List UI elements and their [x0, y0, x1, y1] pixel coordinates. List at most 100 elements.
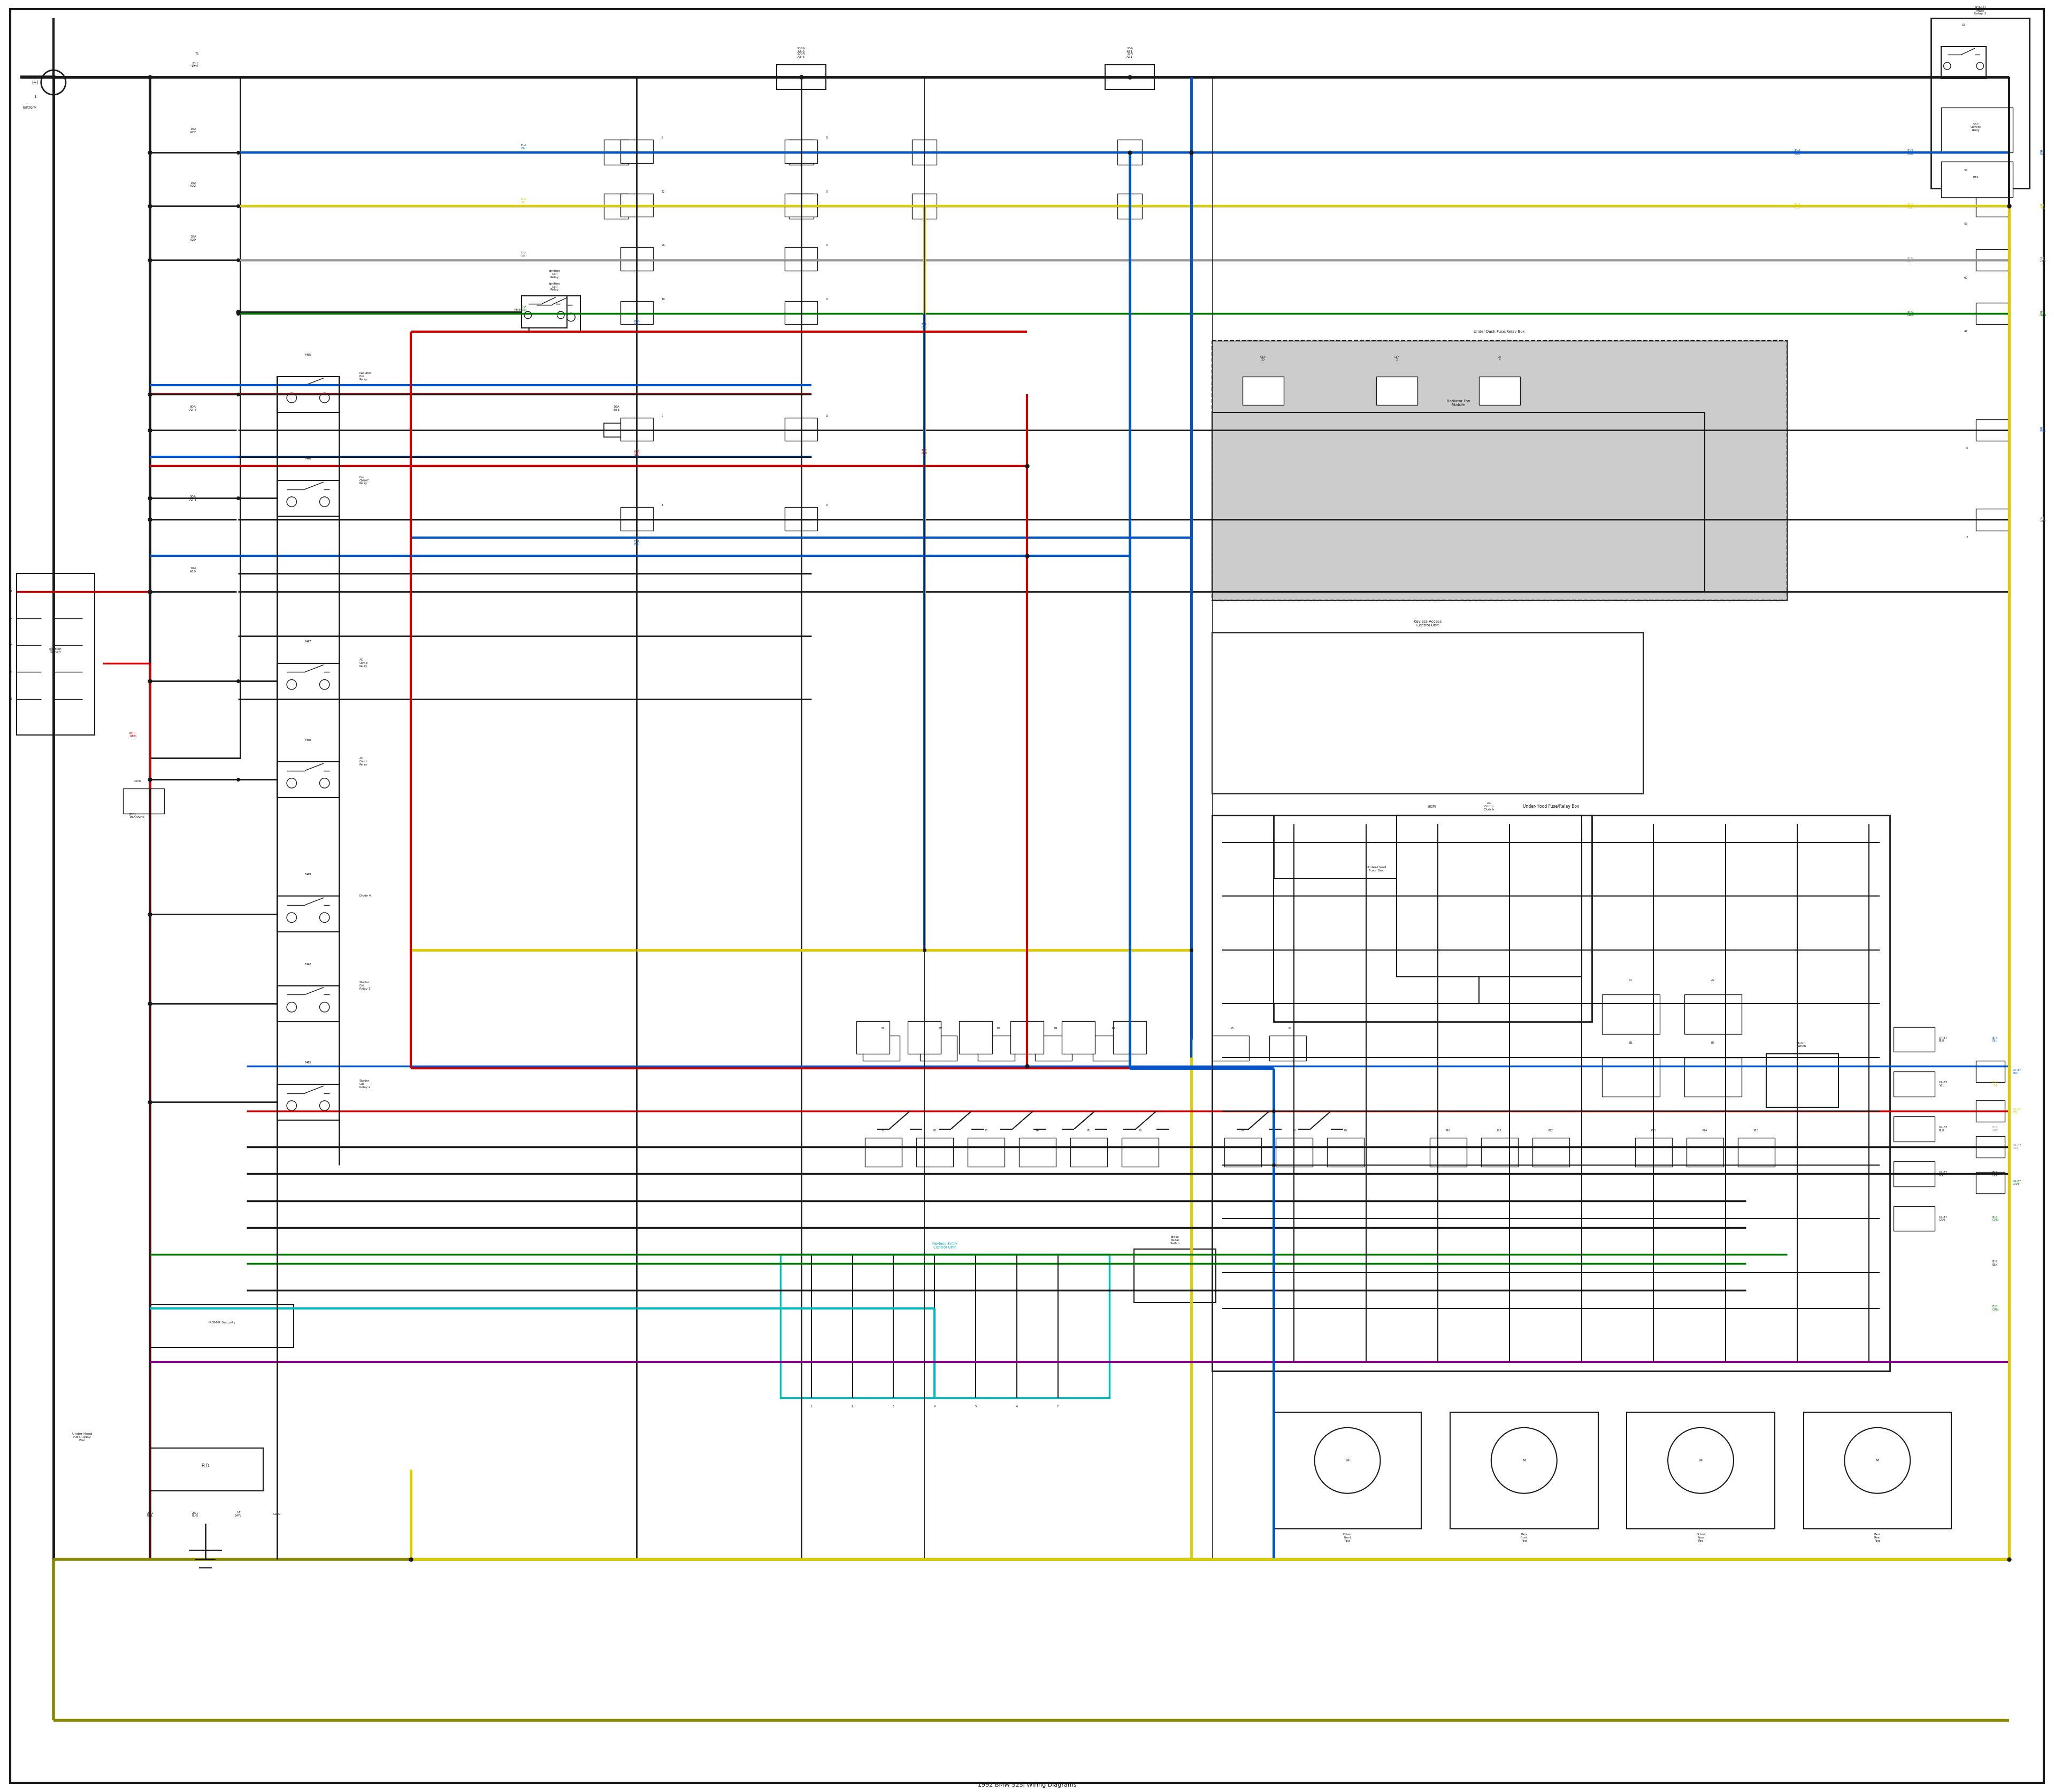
Bar — [1035, 1036, 1072, 1061]
Bar — [150, 77, 240, 758]
Text: Keyless Access
Control Unit: Keyless Access Control Unit — [1413, 620, 1442, 627]
Bar — [785, 418, 817, 441]
Text: M: M — [1345, 1459, 1349, 1462]
Bar — [785, 247, 817, 271]
Circle shape — [320, 392, 329, 403]
Bar — [959, 1021, 992, 1054]
Text: P7: P7 — [1241, 1129, 1245, 1133]
Text: P1: P1 — [881, 1129, 885, 1133]
Bar — [776, 65, 826, 90]
Circle shape — [524, 312, 532, 319]
Text: Keyless Entry
Control Unit: Keyless Entry Control Unit — [933, 1242, 957, 1249]
Bar — [1117, 140, 1142, 165]
Bar — [920, 1036, 957, 1061]
Text: IE-A
BLU: IE-A BLU — [1793, 149, 1801, 156]
Circle shape — [288, 778, 296, 788]
Text: 16A
A21: 16A A21 — [1126, 52, 1134, 59]
Text: G4-87
GRY: G4-87 GRY — [2013, 1143, 2021, 1150]
Bar — [620, 301, 653, 324]
Text: Ignition
Coil
Relay: Ignition Coil Relay — [548, 271, 561, 278]
Bar — [1803, 1412, 1951, 1529]
Text: P5: P5 — [1111, 1027, 1115, 1030]
Bar — [1117, 70, 1142, 84]
Bar — [863, 1036, 900, 1061]
Bar — [1976, 1136, 2005, 1158]
Text: IE-A
YEL: IE-A YEL — [1793, 202, 1801, 210]
Text: C4
4: C4 4 — [1497, 355, 1501, 362]
Bar — [1976, 195, 2009, 217]
Bar — [1976, 1172, 2005, 1193]
Bar — [1117, 194, 1142, 219]
Bar — [1686, 1138, 1723, 1167]
Text: IE-A
BLU: IE-A BLU — [635, 539, 639, 547]
Bar — [1376, 376, 1417, 405]
Bar — [604, 194, 629, 219]
Text: Ignition
Switch: Ignition Switch — [49, 647, 62, 654]
Bar — [1931, 18, 2029, 188]
Bar — [620, 507, 653, 530]
Circle shape — [1668, 1428, 1734, 1493]
Bar — [1602, 1057, 1660, 1097]
Bar — [150, 1448, 263, 1491]
Text: 2E/1
BL-S: 2E/1 BL-S — [191, 1511, 199, 1518]
Bar — [181, 199, 205, 213]
Bar — [522, 296, 567, 328]
Bar — [1941, 47, 1986, 79]
Circle shape — [567, 314, 575, 321]
Text: P12: P12 — [1549, 1129, 1553, 1133]
Text: 1992 BMW 525i Wiring Diagrams: 1992 BMW 525i Wiring Diagrams — [978, 1783, 1076, 1787]
Text: 19: 19 — [661, 297, 665, 301]
Circle shape — [320, 912, 329, 923]
Bar — [620, 418, 653, 441]
Bar — [1532, 1138, 1569, 1167]
Text: P4: P4 — [1035, 1129, 1039, 1133]
Text: IE-A
RED: IE-A RED — [922, 448, 926, 455]
Bar — [277, 1084, 339, 1120]
Text: [E]
YEL: [E] YEL — [2040, 202, 2046, 210]
Bar — [1941, 161, 2013, 197]
Text: M48: M48 — [304, 738, 312, 742]
Text: M: M — [1522, 1459, 1526, 1462]
Bar — [916, 1138, 953, 1167]
Text: [E]
WHT: [E] WHT — [2040, 256, 2048, 263]
Text: Pass
Rear
Reg: Pass Rear Reg — [1873, 1534, 1881, 1541]
Bar — [1976, 419, 2009, 441]
Text: 16A
A21: 16A A21 — [1126, 47, 1134, 54]
Text: Under-Dash Fuse/Relay Box: Under-Dash Fuse/Relay Box — [1475, 330, 1524, 333]
Bar — [857, 1021, 889, 1054]
Circle shape — [288, 912, 296, 923]
Text: C4-87
GRN: C4-87 GRN — [2013, 1179, 2021, 1186]
Text: P5: P5 — [1087, 1129, 1091, 1133]
Bar — [1224, 1138, 1261, 1167]
Bar — [865, 1138, 902, 1167]
Text: C17
2: C17 2 — [1395, 355, 1399, 362]
Bar — [277, 376, 339, 412]
Bar — [1450, 1412, 1598, 1529]
Bar — [1273, 1412, 1421, 1529]
Text: C4-87
YEL: C4-87 YEL — [2013, 1107, 2021, 1115]
Bar — [1894, 1072, 1935, 1097]
Circle shape — [288, 1002, 296, 1012]
Circle shape — [1943, 63, 1951, 70]
Text: Fan
Ctrl/AC
Relay: Fan Ctrl/AC Relay — [359, 477, 370, 484]
Bar — [1976, 1100, 2005, 1122]
Text: 10A
A29: 10A A29 — [189, 235, 197, 242]
Bar — [1941, 108, 2013, 152]
Bar — [1062, 1021, 1095, 1054]
Bar — [620, 247, 653, 271]
Text: Radiator Fan
Module: Radiator Fan Module — [1446, 400, 1471, 407]
Text: C4-87
GRN: C4-87 GRN — [1939, 1215, 1947, 1222]
Text: P14: P14 — [1703, 1129, 1707, 1133]
Bar — [1894, 1116, 1935, 1142]
Bar — [1481, 1138, 1518, 1167]
Text: (+): (+) — [31, 81, 39, 84]
Text: IE-S
YEL: IE-S YEL — [1906, 202, 1914, 210]
Circle shape — [41, 70, 66, 95]
Text: Diode 4: Diode 4 — [359, 894, 372, 898]
Circle shape — [534, 314, 542, 321]
Bar — [785, 301, 817, 324]
Text: 60: 60 — [1964, 276, 1968, 280]
Bar — [277, 762, 339, 797]
Bar — [1327, 1138, 1364, 1167]
Bar — [123, 788, 164, 814]
